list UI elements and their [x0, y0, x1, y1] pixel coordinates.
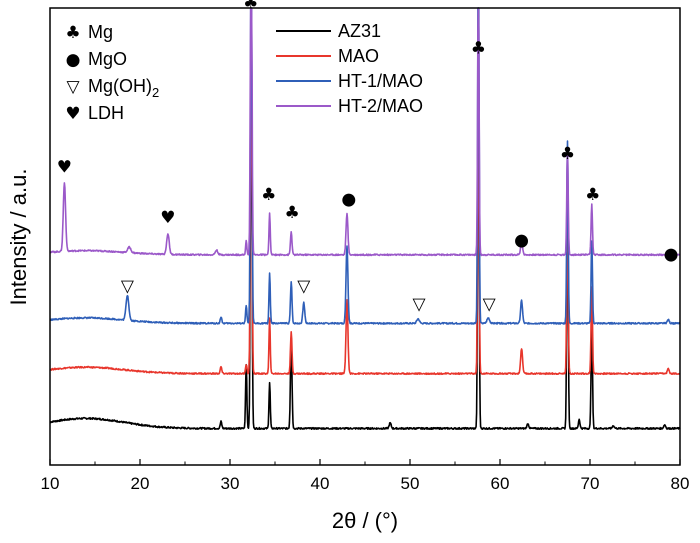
peak-marker: ♥ [160, 208, 175, 228]
x-tick-label: 10 [41, 474, 60, 493]
x-tick-label: 40 [311, 474, 330, 493]
peak-marker: ♣ [243, 0, 258, 13]
peak-marker: ▽ [121, 276, 135, 296]
series-line-3 [49, 7, 681, 257]
peak-marker-layer: ♣ ♥ ♥ ♣ ♣ ● ♣ ♣ ● ♣ ● ▽ ▽ ▽ ▽ [57, 0, 679, 315]
legend-label: MAO [338, 46, 379, 66]
phase-key-symbol: ♥ [65, 104, 80, 124]
phase-key-symbol: ▽ [66, 77, 80, 97]
x-tick-label: 20 [131, 474, 150, 493]
phase-key-label: Mg [88, 22, 113, 42]
peak-marker: ♣ [585, 185, 600, 205]
phase-key-label: Mg(OH)2 [88, 76, 159, 100]
peak-marker: ▽ [483, 295, 497, 315]
peak-marker: ♣ [284, 203, 299, 223]
legend-label: HT-1/MAO [338, 71, 423, 91]
series-line-1 [49, 7, 681, 376]
series-line-0 [49, 25, 681, 430]
peak-marker: ♥ [57, 158, 72, 178]
peak-marker: ● [341, 190, 356, 210]
peak-marker: ● [514, 231, 529, 251]
x-axis: 10 20 30 40 50 60 70 80 [41, 459, 690, 493]
peak-marker: ♣ [261, 185, 276, 205]
legend-label: AZ31 [338, 21, 381, 41]
peak-marker: ♣ [471, 39, 486, 59]
peak-marker: ▽ [297, 276, 311, 296]
peak-marker: ● [664, 244, 679, 264]
peak-marker: ♣ [560, 144, 575, 164]
series-line-2 [49, 7, 681, 325]
y-axis-title: Intensity / a.u. [6, 169, 31, 306]
phase-key-label: LDH [88, 103, 124, 123]
x-axis-title: 2θ / (°) [332, 508, 398, 533]
x-tick-label: 80 [671, 474, 690, 493]
x-tick-label: 70 [581, 474, 600, 493]
phase-key-symbol: ● [66, 50, 81, 70]
peak-marker: ▽ [412, 295, 426, 315]
x-tick-label: 30 [221, 474, 240, 493]
series-layer [49, 7, 681, 430]
phase-key-symbol: ♣ [65, 23, 80, 43]
x-tick-label: 60 [491, 474, 510, 493]
x-tick-label: 50 [401, 474, 420, 493]
legend-label: HT-2/MAO [338, 96, 423, 116]
phase-key-label: MgO [88, 49, 127, 69]
phase-key: ♣ Mg ● MgO ▽ Mg(OH)2 ♥ LDH [65, 22, 159, 124]
legend: AZ31 MAO HT-1/MAO HT-2/MAO [276, 21, 423, 116]
